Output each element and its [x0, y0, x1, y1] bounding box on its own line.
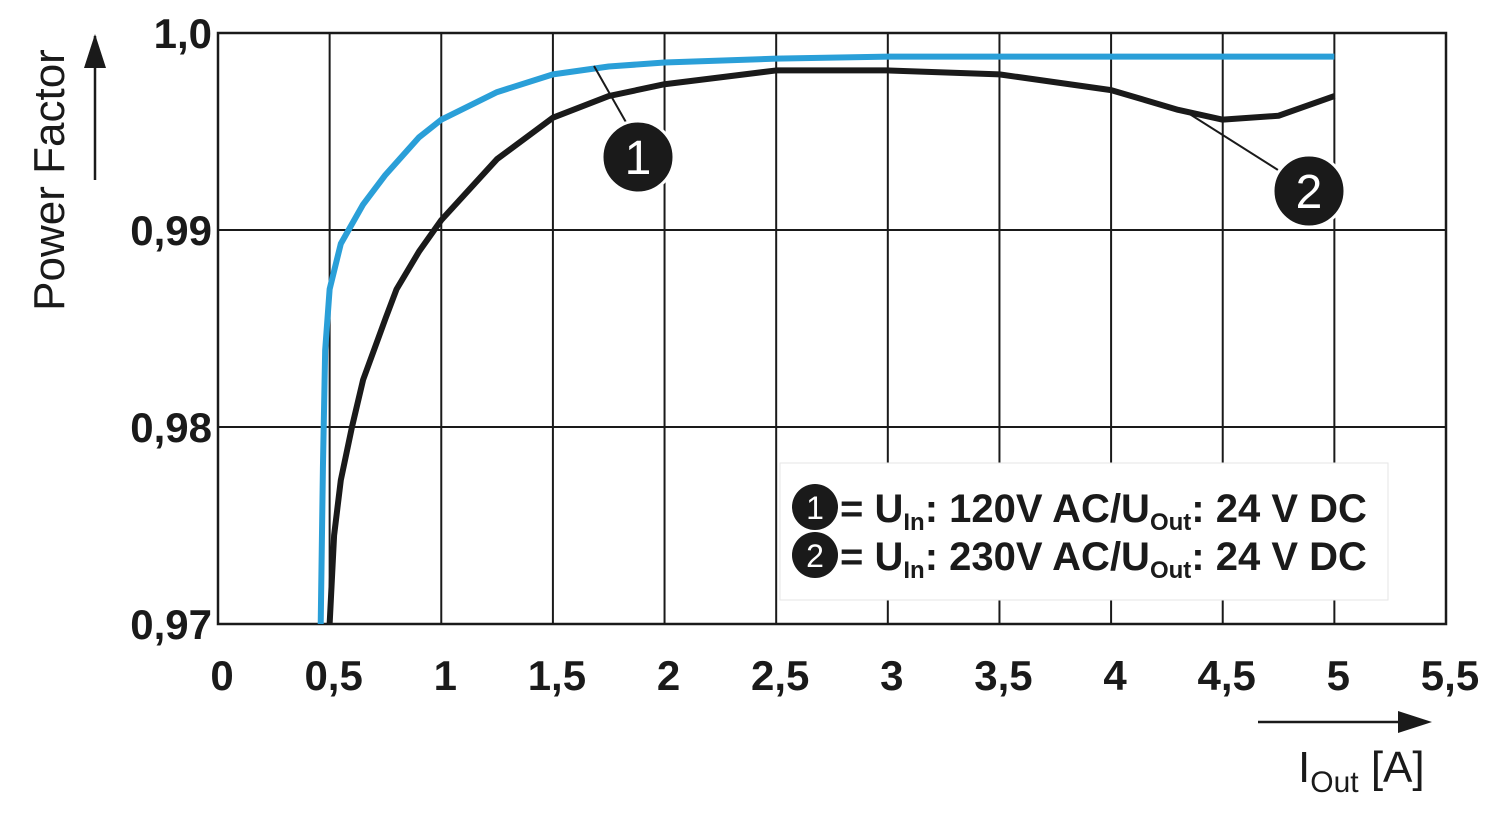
x-tick-label: 1,5: [528, 652, 586, 699]
x-tick-label: 3,5: [974, 652, 1032, 699]
legend-sub: In: [903, 557, 924, 584]
line-series: [326, 67, 1336, 625]
x-tick-label: 2: [657, 652, 680, 699]
y-tick-label: 0,98: [130, 404, 212, 451]
x-arrowhead: [1398, 711, 1432, 733]
line-series: [317, 53, 1335, 625]
x-label-sub: Out: [1310, 766, 1359, 799]
callout-label: 1: [625, 132, 652, 185]
legend-marker: [792, 532, 838, 578]
callout-leader: [593, 65, 628, 125]
y-tick-label: 0,97: [130, 601, 212, 648]
legend-marker-label: 2: [806, 538, 824, 574]
x-label-part: [A]: [1359, 743, 1425, 792]
legend-label: = UIn: 230V AC/UOut: 24 V DC: [840, 535, 1367, 584]
x-tick-label: 1: [434, 652, 457, 699]
plot-border: [216, 31, 1448, 626]
y-tick-label: 1,0: [154, 10, 212, 57]
legend-marker: [792, 484, 838, 530]
callout-circle: [1271, 153, 1347, 229]
x-axis-label: IOut [A]: [1298, 743, 1425, 799]
legend-part: = U: [840, 487, 903, 531]
legend-part: : 230V AC/U: [925, 535, 1150, 579]
y-axis-label: Power Factor: [25, 49, 74, 311]
x-tick-label: 5,5: [1421, 652, 1479, 699]
x-tick-label: 5: [1327, 652, 1350, 699]
legend-part: = U: [840, 535, 903, 579]
callout-label: 2: [1296, 166, 1323, 219]
legend-sub: Out: [1150, 557, 1191, 584]
x-tick-label: 0,5: [304, 652, 362, 699]
x-tick-label: 3: [880, 652, 903, 699]
callout-leader: [1187, 112, 1279, 171]
legend-part: : 24 V DC: [1191, 535, 1367, 579]
x-tick-label: 0: [210, 652, 233, 699]
x-label-part: I: [1298, 743, 1310, 792]
legend-marker-label: 1: [806, 490, 824, 526]
callout-circle: [600, 119, 676, 195]
legend-part: : 24 V DC: [1191, 487, 1367, 531]
y-arrowhead: [84, 34, 106, 68]
legend-sub: Out: [1150, 509, 1191, 536]
x-tick-label: 4: [1103, 652, 1127, 699]
legend-sub: In: [903, 509, 924, 536]
legend-part: : 120V AC/U: [925, 487, 1150, 531]
x-tick-label: 2,5: [751, 652, 809, 699]
legend-box: [779, 462, 1389, 601]
x-tick-label: 4,5: [1198, 652, 1256, 699]
plot-area: 0 0,5 1 1,5 2 2,5 3 3,5 4 4,5 5 5,5 0,97 0,98 0,99 1,0 1…: [130, 10, 1479, 699]
y-tick-label: 0,99: [130, 207, 212, 254]
legend-label: = UIn: 120V AC/UOut: 24 V DC: [840, 487, 1367, 536]
